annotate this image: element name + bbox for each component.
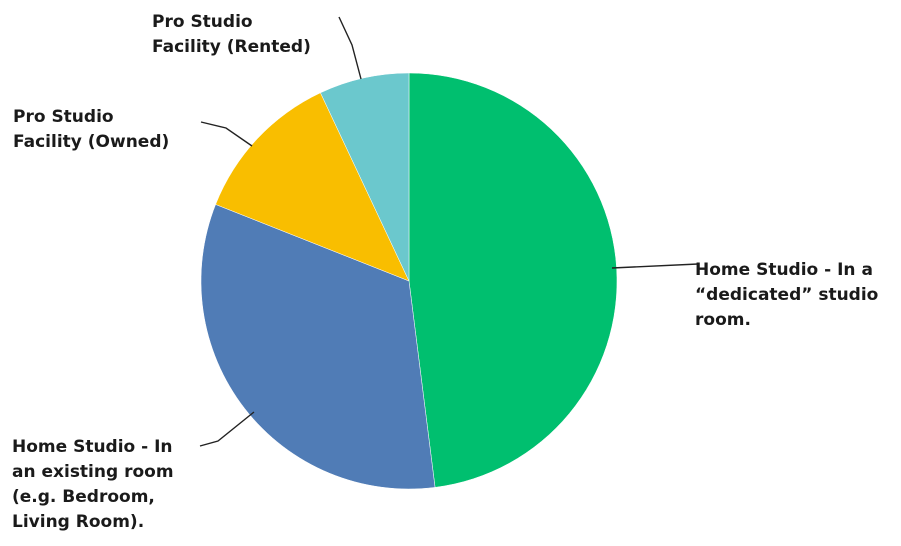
slice-label-2: Home Studio - In an existing room (e.g. Be…	[12, 437, 174, 532]
pie-slices	[200, 72, 618, 490]
slice-label-line: Facility (Owned)	[13, 132, 169, 152]
slice-label-3: Pro Studio Facility (Owned)	[13, 107, 169, 152]
slice-label-line: room.	[695, 310, 751, 330]
slice-label-line: “dedicated” studio	[695, 285, 878, 305]
slice-label-line: (e.g. Bedroom,	[12, 487, 155, 507]
leader-line-4	[338, 16, 362, 80]
leader-lines	[199, 16, 699, 447]
slice-label-line: an existing room	[12, 462, 174, 482]
leader-line-2	[199, 411, 255, 447]
pie-slice-3	[215, 92, 410, 282]
slice-label-line: Home Studio - In	[12, 437, 173, 457]
leader-line-1	[611, 263, 699, 269]
slice-label-line: Facility (Rented)	[152, 37, 311, 57]
leader-line-3	[200, 121, 253, 147]
slice-label-line: Living Room).	[12, 512, 144, 532]
slice-label-4: Pro Studio Facility (Rented)	[152, 12, 311, 57]
pie-slice-4	[320, 72, 410, 282]
slice-label-1: Home Studio - In a “dedicated” studio room…	[695, 260, 878, 330]
slice-label-line: Pro Studio	[152, 12, 253, 32]
slice-label-line: Pro Studio	[13, 107, 114, 127]
slice-labels: Home Studio - In a “dedicated” studio room…	[12, 12, 878, 532]
pie-slice-1	[408, 72, 618, 488]
slice-label-line: Home Studio - In a	[695, 260, 873, 280]
pie-slice-2	[200, 204, 436, 490]
